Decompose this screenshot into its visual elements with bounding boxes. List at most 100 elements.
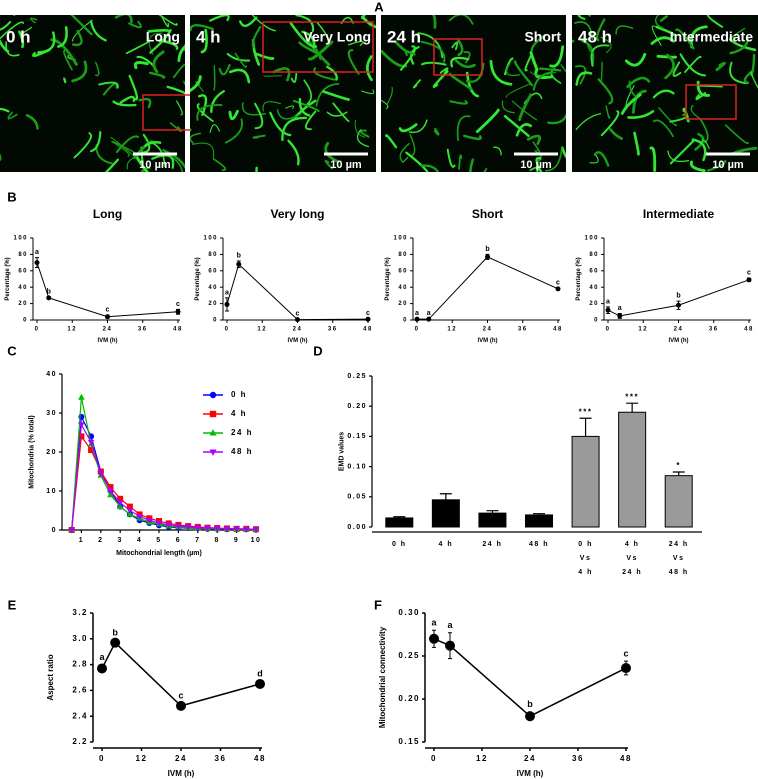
mitochondrion: [298, 41, 321, 56]
x-axis-label: Mitochondrial length (µm): [116, 550, 202, 557]
mitochondrion: [715, 61, 726, 72]
point-label: b: [676, 293, 680, 300]
mitochondrion: [420, 61, 447, 66]
mitochondrion: [513, 60, 534, 87]
mitochondrion: [229, 68, 251, 84]
mitochondrion: [98, 81, 119, 89]
mitochondrion: [190, 75, 202, 93]
x-tick-label: 48 h: [529, 541, 549, 548]
mitochondrion: [0, 20, 12, 31]
mitochondrion: [457, 39, 464, 57]
error-bar: [579, 417, 592, 437]
x-axis-label: IVM (h): [288, 338, 308, 344]
data-point: [107, 488, 114, 495]
mitochondrion: [316, 48, 322, 61]
mitochondrion: [200, 28, 208, 54]
mitochondrion: [73, 132, 93, 159]
data-point: [429, 633, 439, 644]
morphology-label: Long: [146, 29, 180, 45]
mitochondrion: [305, 110, 317, 131]
mitochondrion: [177, 44, 185, 63]
data-point: [426, 316, 432, 322]
mitochondrion: [659, 15, 668, 22]
y-tick-label: 3.2: [72, 608, 88, 617]
mitochondrion: [7, 111, 18, 120]
mitochondrion: [361, 89, 375, 95]
x-tick-label: 48 h: [669, 569, 689, 576]
data-point: [676, 302, 681, 308]
mitochondrion: [190, 132, 202, 145]
mitochondrion: [402, 156, 409, 163]
y-tick-label: 0.00: [347, 524, 367, 531]
mitochondrion: [706, 15, 724, 28]
mitochondrion: [596, 18, 606, 42]
chart-title: Very long: [270, 207, 324, 221]
mitochondrion: [627, 110, 655, 119]
legend-label: 4 h: [231, 409, 247, 418]
x-tick-label: 3: [117, 537, 122, 544]
point-label: c: [296, 311, 300, 318]
mitochondrion: [449, 100, 468, 105]
data-point: [176, 700, 186, 711]
mitochondrion: [524, 53, 533, 72]
mitochondrion: [475, 108, 500, 133]
mitochondrion: [359, 129, 370, 138]
mitochondrion: [529, 71, 556, 76]
mitochondrion: [456, 115, 471, 142]
y-axis-label: Percentage (%): [576, 257, 582, 300]
mitochondrion: [652, 119, 675, 138]
x-tick-label: 4 h: [578, 569, 593, 576]
y-tick-label: 40: [398, 285, 408, 291]
mitochondrion: [228, 109, 239, 121]
y-tick-label: 0: [213, 318, 218, 324]
legend-marker: [209, 449, 217, 456]
mitochondrion: [529, 166, 539, 172]
y-tick-label: 0: [403, 318, 408, 324]
micrograph: [572, 15, 758, 172]
point-label: c: [747, 270, 751, 277]
series-line: [226, 263, 369, 321]
mitochondrion: [5, 41, 20, 57]
mitochondrion: [144, 140, 162, 148]
mitochondrion: [658, 107, 678, 127]
data-point: [605, 307, 611, 313]
mitochondrion: [381, 99, 389, 110]
mitochondrion: [493, 146, 502, 156]
mitochondrion: [420, 40, 446, 63]
x-tick-label: 36: [138, 327, 148, 333]
data-point: [136, 513, 143, 520]
mitochondrion: [210, 90, 225, 114]
mitochondrion: [458, 154, 463, 170]
y-tick-label: 10: [46, 488, 57, 495]
data-point: [88, 447, 95, 454]
mitochondrion: [664, 53, 675, 80]
point-label: b: [112, 627, 118, 637]
y-axis-label: Mitochondria (% total): [29, 415, 36, 489]
point-label: c: [623, 648, 628, 658]
x-tick-label: 48: [620, 754, 632, 763]
mitochondrion: [158, 39, 179, 50]
data-point: [126, 508, 134, 515]
x-tick-label: 12: [136, 754, 148, 763]
mitochondrion: [549, 45, 565, 68]
mitochondrion: [218, 63, 231, 76]
mitochondrion: [226, 52, 251, 62]
data-point: [116, 500, 124, 507]
mitochondrion: [322, 90, 350, 101]
mitochondrion: [667, 150, 690, 163]
x-axis-label: IVM (h): [669, 338, 689, 344]
chart-title: Intermediate: [643, 207, 715, 221]
point-label: d: [257, 669, 263, 679]
mitochondrion: [111, 140, 130, 157]
error-bar: [672, 471, 685, 476]
point-label: b: [47, 288, 51, 295]
y-tick-label: 2.6: [72, 686, 88, 695]
mitochondrion: [699, 85, 723, 88]
point-label: b: [237, 252, 241, 259]
mitochondrion: [654, 15, 665, 30]
mitochondrion: [112, 140, 136, 154]
mitochondrion: [399, 45, 416, 71]
mitochondrion: [446, 148, 456, 168]
x-tick-label: 9: [234, 537, 239, 544]
y-tick-label: 80: [18, 252, 28, 258]
